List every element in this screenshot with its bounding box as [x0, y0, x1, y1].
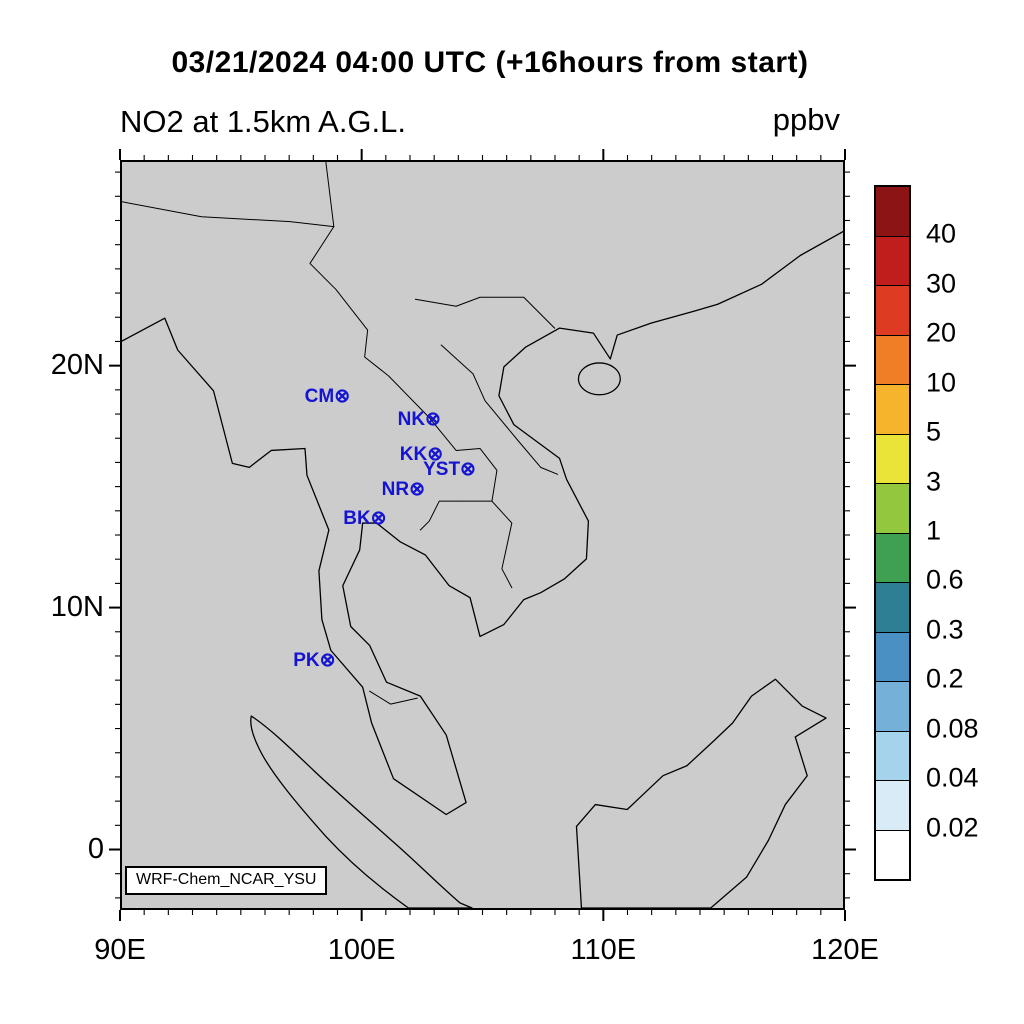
colorbar — [874, 185, 911, 881]
contour-white-bottom-center — [400, 844, 504, 885]
station-marker-bk: BK⊗ — [343, 508, 387, 530]
x-tick-label-100E: 100E — [327, 934, 396, 966]
station-marker-yst: YST⊗ — [423, 459, 476, 481]
colorbar-segment-3 — [876, 681, 909, 731]
border-vietnam-china — [414, 296, 556, 329]
colorbar-label: 1 — [926, 515, 942, 546]
x-tick-label-110E: 110E — [570, 934, 637, 966]
colorbar-segment-10 — [876, 334, 909, 384]
colorbar-segment-0 — [876, 829, 909, 879]
colorbar-label: 5 — [926, 416, 942, 447]
colorbar-label: 10 — [926, 367, 957, 398]
units-label: ppbv — [772, 102, 840, 137]
border-malaysia-thailand — [369, 690, 418, 705]
colorbar-label: 0.04 — [926, 762, 979, 793]
colorbar-segment-1 — [876, 780, 909, 830]
x-tick-label-90E: 90E — [94, 934, 146, 966]
colorbar-label: 20 — [926, 317, 957, 348]
colorbar-segment-2 — [876, 730, 909, 780]
contour-teal-right-spot — [773, 370, 839, 437]
contour-green-top-left — [176, 197, 276, 301]
coastline-sumatra — [250, 715, 473, 908]
colorbar-segment-8 — [876, 433, 909, 483]
contour-yellow-top-2 — [509, 184, 526, 197]
contour-yg-central — [444, 425, 531, 507]
colorbar-segment-12 — [876, 235, 909, 285]
contour-yellow-left — [177, 368, 192, 379]
contour-steel-borneo-north — [740, 674, 836, 789]
contour-yellow-top-1 — [396, 189, 415, 204]
contour-green-chiangmai — [313, 385, 381, 456]
colorbar-segment-7 — [876, 483, 909, 533]
border-vietnam-laos — [440, 344, 559, 475]
contour-green-northeast — [711, 237, 789, 320]
contour-teal-vietnam-north — [487, 306, 574, 429]
variable-title: NO2 at 1.5km A.G.L. — [120, 104, 407, 139]
contour-green-myanmar-west — [185, 328, 266, 446]
contour-map-canvas — [122, 162, 843, 908]
coastline-mainland-sea — [122, 230, 843, 816]
coastline-borneo — [575, 678, 827, 908]
colorbar-segment-6 — [876, 532, 909, 582]
colorbar-label: 0.3 — [926, 614, 964, 645]
colorbar-label: 0.08 — [926, 713, 979, 744]
datetime-title: 03/21/2024 04:00 UTC (+16hours from star… — [171, 46, 809, 79]
colorbar-label: 40 — [926, 218, 957, 249]
contour-pale-right-band — [657, 609, 836, 666]
colorbar-label: 0.2 — [926, 663, 964, 694]
colorbar-label: 0.02 — [926, 812, 979, 843]
contour-yellow-south — [140, 704, 163, 715]
border-vietnam-cambodia — [491, 500, 513, 589]
colorbar-segment-9 — [876, 384, 909, 434]
x-tick-label-120E: 120E — [811, 934, 879, 966]
map-panel: CM⊗ NK⊗ KK⊗ YST⊗ NR⊗ BK⊗ PK⊗ WRF-Chem_NCAR_YSU — [120, 160, 845, 910]
colorbar-label: 30 — [926, 268, 957, 299]
contour-steel-center-east — [625, 456, 727, 570]
border-china-myanmar — [122, 201, 335, 228]
station-marker-nk: NK⊗ — [397, 409, 441, 431]
contour-teal-sumatra — [313, 746, 401, 852]
colorbar-segment-5 — [876, 582, 909, 632]
colorbar-label: 3 — [926, 466, 942, 497]
border-thailand-laos-cambodia — [309, 162, 498, 531]
coastline-hainan-island — [577, 362, 621, 396]
contour-green-top-center — [468, 177, 585, 270]
colorbar-segment-13 — [876, 187, 909, 236]
station-marker-cm: CM⊗ — [304, 385, 351, 407]
contour-green-left-edge — [122, 408, 166, 453]
model-label-box: WRF-Chem_NCAR_YSU — [125, 866, 328, 895]
colorbar-segment-11 — [876, 285, 909, 335]
y-tick-label-20N: 20N — [50, 348, 104, 381]
station-marker-nr: NR⊗ — [381, 478, 426, 500]
y-tick-label-0: 0 — [87, 832, 104, 865]
station-marker-pk: PK⊗ — [293, 649, 336, 671]
contour-white-left-mid — [122, 599, 201, 671]
station-marker-kk: KK⊗ — [399, 444, 444, 466]
y-tick-label-10N: 10N — [50, 590, 104, 623]
colorbar-segment-4 — [876, 631, 909, 681]
colorbar-label: 0.6 — [926, 564, 964, 595]
